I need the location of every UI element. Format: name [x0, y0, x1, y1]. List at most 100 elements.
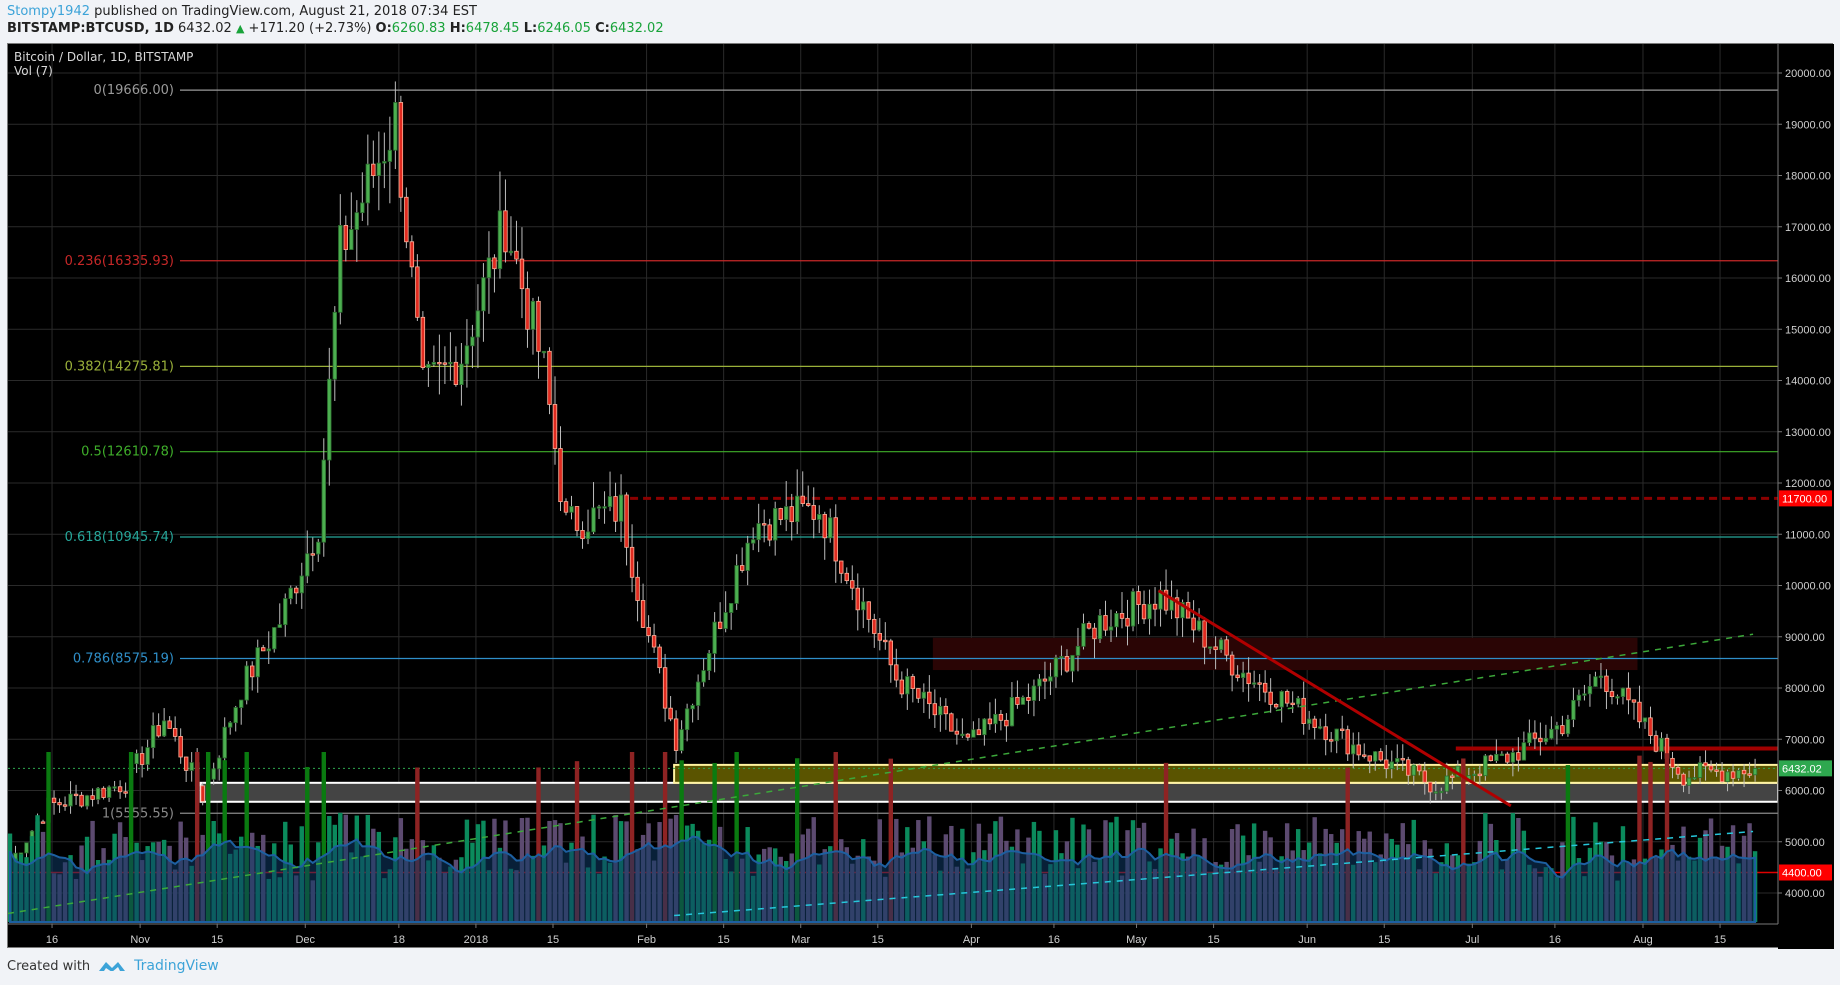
candle-up	[1196, 620, 1202, 631]
tradingview-link[interactable]: TradingView	[134, 958, 219, 974]
time-tick: 15	[1378, 934, 1390, 946]
open-value: 6260.83	[391, 21, 446, 36]
chart-frame[interactable]: 0(19666.00) 0.236(16335.93) 0.382(14275.81…	[7, 43, 1834, 949]
candle-down	[1026, 697, 1031, 701]
candle-down	[1362, 754, 1367, 757]
candle-down	[739, 565, 745, 571]
published-text: published on TradingView.com, August 21,…	[94, 4, 477, 19]
volume-bar	[128, 752, 134, 922]
candle-up	[1582, 693, 1587, 696]
candle-down	[767, 524, 772, 541]
time-tick: 15	[211, 934, 223, 946]
candle-down	[117, 786, 123, 793]
candle-down	[503, 210, 508, 253]
created-with-text: Created with	[7, 958, 91, 974]
price-tick: 8000.00	[1785, 683, 1825, 695]
volume-bar	[888, 758, 893, 922]
candle-down	[525, 288, 530, 330]
candle-down	[90, 795, 95, 800]
candle-down	[123, 791, 128, 794]
candle-down	[1604, 675, 1609, 692]
candle-up	[1510, 752, 1516, 763]
candle-down	[811, 505, 816, 520]
candlestick-chart[interactable]: 0(19666.00) 0.236(16335.93) 0.382(14275.81…	[8, 44, 1834, 949]
price-tick: 7000.00	[1785, 734, 1825, 746]
candle-up	[817, 514, 822, 520]
svg-text:6432.02: 6432.02	[1782, 763, 1822, 775]
candle-down	[1163, 589, 1169, 611]
candle-down	[1703, 762, 1708, 767]
candle-up	[486, 257, 492, 279]
candle-down	[1224, 639, 1229, 656]
time-tick: 15	[872, 934, 884, 946]
candle-down	[101, 787, 106, 798]
candle-up	[332, 311, 337, 380]
publisher-link[interactable]: Stompy1942	[7, 4, 90, 19]
candle-down	[1312, 718, 1317, 728]
zone	[199, 781, 1779, 803]
candle-up	[1439, 790, 1444, 794]
volume-label: Vol (7)	[14, 64, 53, 78]
candle-up	[95, 787, 101, 800]
candle-down	[987, 718, 993, 725]
candle-down	[536, 300, 541, 352]
time-tick: Dec	[295, 934, 315, 946]
candle-up	[24, 842, 29, 854]
candle-down	[250, 665, 255, 678]
candle-up	[508, 250, 514, 254]
candle-down	[629, 546, 635, 578]
candle-down	[1505, 753, 1510, 763]
candle-up	[1053, 657, 1059, 678]
candle-down	[1516, 752, 1521, 761]
candle-up	[475, 310, 481, 338]
candle-down	[1417, 764, 1422, 772]
candle-up	[1549, 728, 1554, 739]
candle-up	[1411, 764, 1416, 776]
candle-down	[73, 793, 79, 797]
volume-bar	[305, 766, 310, 922]
candle-down	[965, 733, 971, 738]
volume-bar	[1565, 765, 1571, 922]
trendline	[1157, 589, 1512, 808]
price-tick: 15000.00	[1785, 324, 1831, 336]
candle-up	[255, 647, 260, 678]
candle-up	[679, 729, 684, 751]
candle-up	[1240, 672, 1246, 679]
candle-down	[1609, 691, 1615, 698]
candle-up	[1108, 626, 1114, 631]
candle-down	[1092, 627, 1097, 640]
candle-down	[1719, 770, 1725, 783]
candle-down	[1450, 775, 1455, 778]
candle-down	[673, 718, 679, 751]
candle-up	[971, 729, 976, 738]
candle-up	[585, 531, 591, 540]
volume-bar	[1664, 753, 1670, 922]
candle-up	[1351, 744, 1356, 755]
price-tick: 10000.00	[1785, 581, 1831, 593]
candle-up	[1130, 591, 1136, 627]
candle-down	[1378, 751, 1383, 761]
candle-up	[1070, 654, 1075, 672]
volume-bar	[574, 761, 580, 922]
svg-text:4400.00: 4400.00	[1782, 868, 1822, 880]
time-tick: 15	[547, 934, 559, 946]
candle-up	[272, 627, 277, 650]
chart-title: Bitcoin / Dollar, 1D, BITSTAMP	[14, 50, 193, 64]
candle-up	[277, 624, 282, 628]
time-tick: 18	[393, 934, 405, 946]
candle-down	[1290, 702, 1295, 706]
candle-down	[156, 725, 161, 737]
price-badge	[1779, 490, 1832, 507]
candle-up	[426, 363, 431, 368]
time-tick: 15	[718, 934, 730, 946]
candle-up	[459, 363, 464, 385]
price-tick: 9000.00	[1785, 632, 1825, 644]
candle-up	[701, 670, 706, 683]
candle-up	[1444, 775, 1450, 792]
low-label: L:	[523, 21, 538, 36]
candle-down	[1367, 755, 1372, 762]
candle-up	[161, 720, 167, 737]
time-tick: May	[1126, 934, 1147, 946]
price-tick: 6000.00	[1785, 786, 1825, 798]
candle-up	[1075, 645, 1081, 656]
